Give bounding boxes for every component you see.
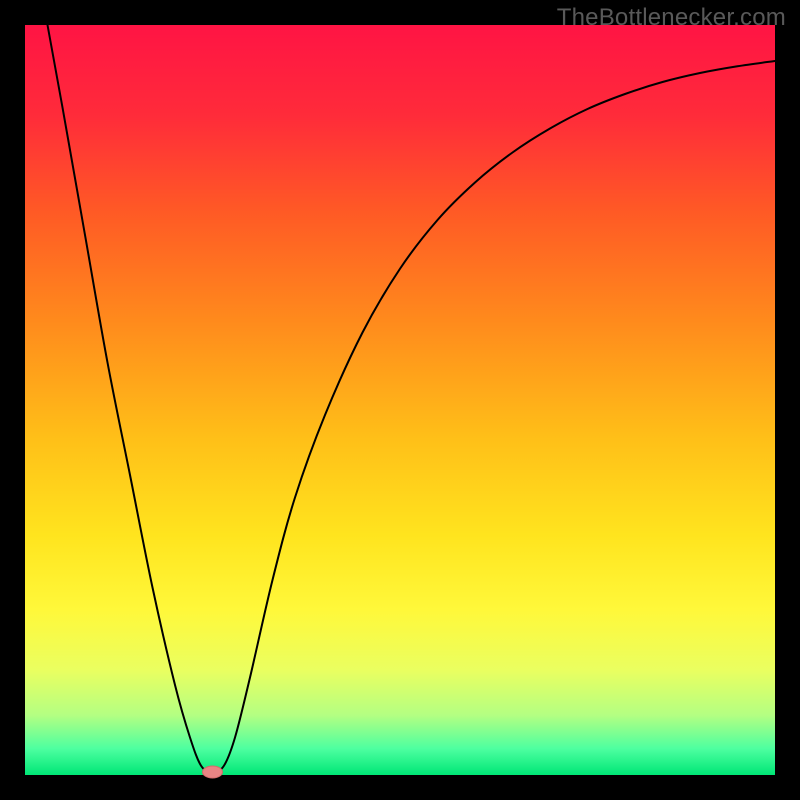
chart-background — [25, 25, 775, 775]
optimum-marker — [203, 766, 223, 778]
watermark-label: TheBottlenecker.com — [557, 4, 786, 32]
chart-container: TheBottlenecker.com — [0, 0, 800, 800]
bottleneck-chart — [0, 0, 800, 800]
